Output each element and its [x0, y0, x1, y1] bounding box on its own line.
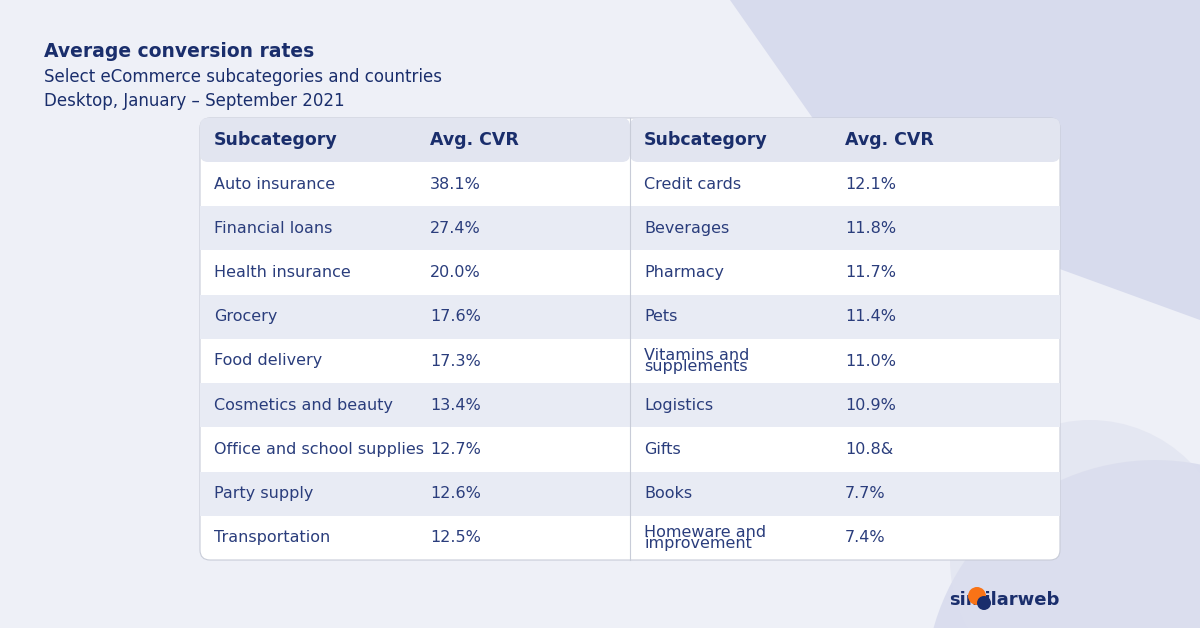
Text: Financial loans: Financial loans: [214, 221, 332, 236]
Text: 11.8%: 11.8%: [845, 221, 896, 236]
Text: Vitamins and: Vitamins and: [644, 348, 749, 363]
Text: 17.3%: 17.3%: [430, 354, 481, 369]
Text: Cosmetics and beauty: Cosmetics and beauty: [214, 398, 394, 413]
Text: Grocery: Grocery: [214, 309, 277, 324]
Text: Pharmacy: Pharmacy: [644, 265, 724, 280]
Text: Books: Books: [644, 486, 692, 501]
Text: Average conversion rates: Average conversion rates: [44, 42, 314, 61]
Bar: [200, 206, 630, 251]
Bar: [200, 383, 630, 427]
Text: Subcategory: Subcategory: [644, 131, 768, 149]
Text: Auto insurance: Auto insurance: [214, 176, 335, 192]
Text: 10.8&: 10.8&: [845, 442, 893, 457]
Text: Gifts: Gifts: [644, 442, 680, 457]
Text: Desktop, January – September 2021: Desktop, January – September 2021: [44, 92, 344, 110]
Polygon shape: [730, 0, 1200, 320]
Text: Avg. CVR: Avg. CVR: [845, 131, 934, 149]
Text: 10.9%: 10.9%: [845, 398, 896, 413]
Text: 13.4%: 13.4%: [430, 398, 481, 413]
Text: Credit cards: Credit cards: [644, 176, 742, 192]
Bar: [630, 295, 1060, 339]
Text: Transportation: Transportation: [214, 531, 330, 545]
Text: 20.0%: 20.0%: [430, 265, 481, 280]
Text: 38.1%: 38.1%: [430, 176, 481, 192]
Bar: [630, 206, 1060, 251]
FancyBboxPatch shape: [630, 118, 1060, 162]
Text: 12.1%: 12.1%: [845, 176, 896, 192]
Text: improvement: improvement: [644, 536, 752, 551]
Text: Logistics: Logistics: [644, 398, 713, 413]
Text: Avg. CVR: Avg. CVR: [430, 131, 518, 149]
Text: Subcategory: Subcategory: [214, 131, 337, 149]
Text: Food delivery: Food delivery: [214, 354, 323, 369]
Circle shape: [968, 587, 986, 605]
FancyBboxPatch shape: [200, 118, 630, 162]
Bar: [630, 383, 1060, 427]
Text: similarweb: similarweb: [949, 591, 1060, 609]
Text: supplements: supplements: [644, 359, 748, 374]
Text: 17.6%: 17.6%: [430, 309, 481, 324]
Bar: [200, 295, 630, 339]
Bar: [200, 472, 630, 516]
Circle shape: [925, 460, 1200, 628]
Circle shape: [977, 596, 991, 610]
Bar: [630, 472, 1060, 516]
Text: Beverages: Beverages: [644, 221, 730, 236]
Text: Office and school supplies: Office and school supplies: [214, 442, 424, 457]
Text: 11.0%: 11.0%: [845, 354, 896, 369]
Text: Pets: Pets: [644, 309, 677, 324]
Text: 12.5%: 12.5%: [430, 531, 481, 545]
Text: 27.4%: 27.4%: [430, 221, 481, 236]
Text: 12.6%: 12.6%: [430, 486, 481, 501]
Text: Select eCommerce subcategories and countries: Select eCommerce subcategories and count…: [44, 68, 442, 86]
Text: 11.7%: 11.7%: [845, 265, 896, 280]
Text: 11.4%: 11.4%: [845, 309, 896, 324]
Circle shape: [950, 420, 1200, 628]
Text: Homeware and: Homeware and: [644, 525, 766, 540]
Text: Party supply: Party supply: [214, 486, 313, 501]
Text: Health insurance: Health insurance: [214, 265, 350, 280]
Text: 12.7%: 12.7%: [430, 442, 481, 457]
Text: 7.7%: 7.7%: [845, 486, 886, 501]
Text: 7.4%: 7.4%: [845, 531, 886, 545]
FancyBboxPatch shape: [200, 118, 1060, 560]
